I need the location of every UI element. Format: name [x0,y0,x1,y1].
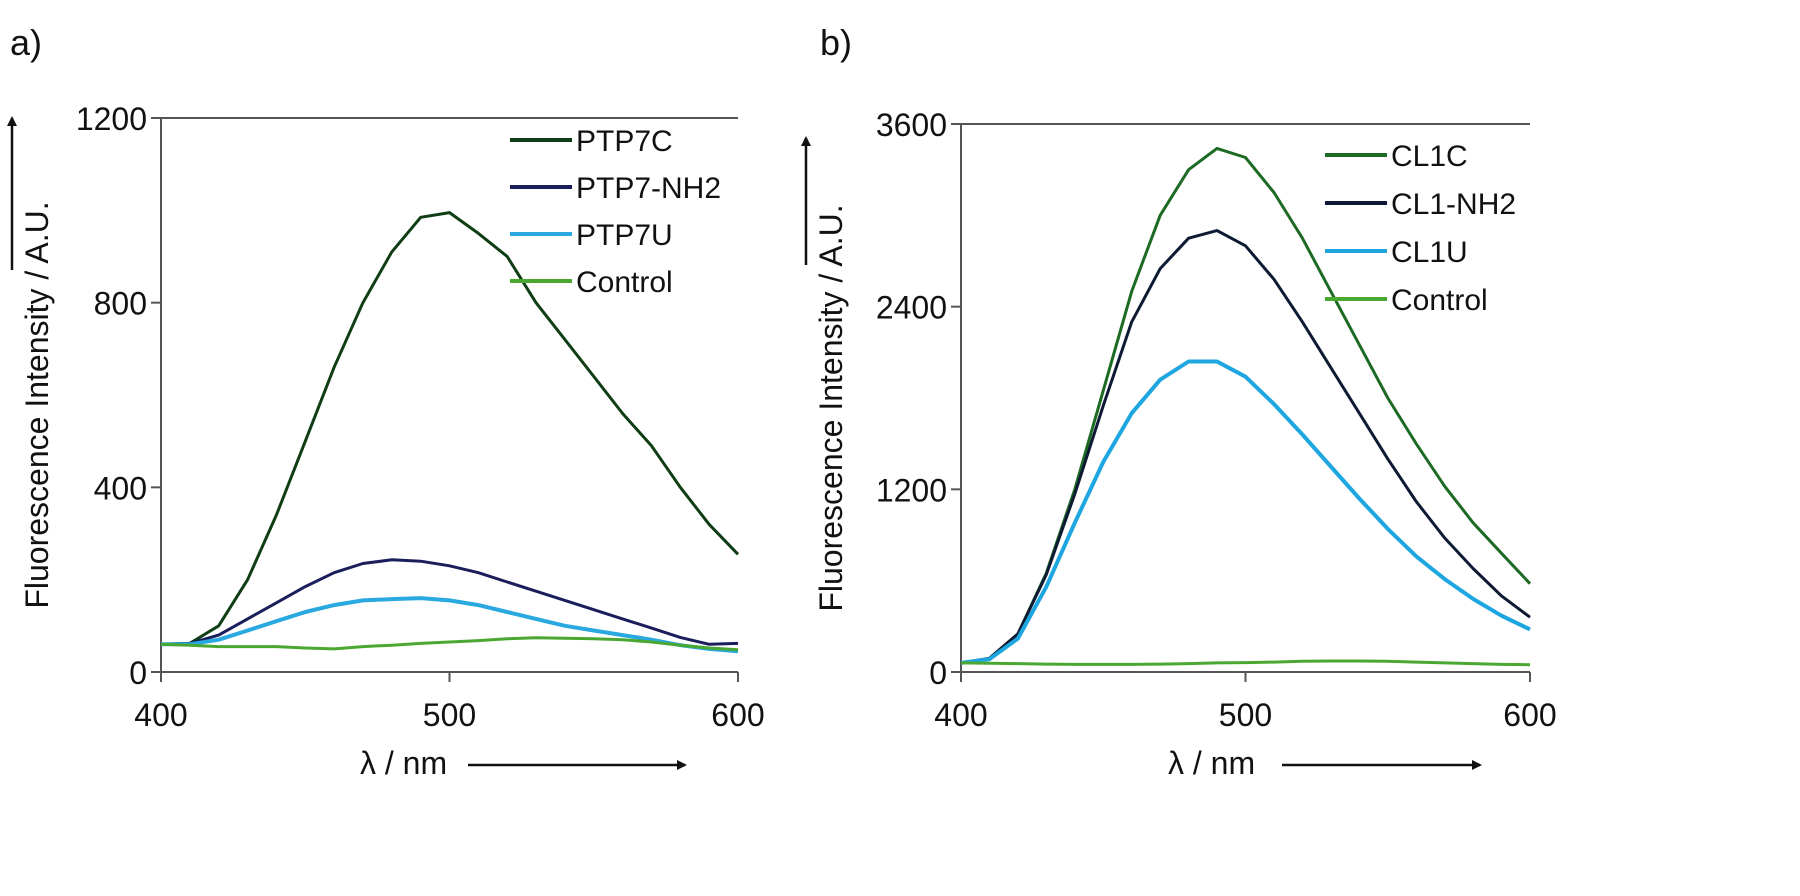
y-tick-label: 2400 [876,290,947,326]
legend-label: PTP7C [576,125,673,158]
legend-label: PTP7-NH2 [576,172,721,205]
y-tick-label: 0 [129,655,147,691]
y-tick-label: 3600 [876,107,947,143]
y-tick-label: 0 [929,655,947,691]
legend-label: Control [1391,284,1488,317]
y-axis-label: Fluorescence Intensity / A.U. [813,204,849,611]
x-axis-label: λ / nm [1168,745,1255,781]
x-tick-label: 400 [134,697,187,733]
y-axis-label: Fluorescence Intensity / A.U. [19,201,55,608]
x-axis-label: λ / nm [360,745,447,781]
legend-label: Control [576,266,673,299]
legend-label: PTP7U [576,219,673,252]
chart-panel-b: b) 0 1200 2400 3600 400 500 600 λ / nm Fluorescen… [801,22,1557,781]
y-tick-label: 1200 [76,101,147,137]
legend-label: CL1U [1391,236,1468,269]
legend-label: CL1-NH2 [1391,188,1516,221]
panel-label: b) [820,22,852,63]
y-tick-label: 1200 [876,472,947,508]
x-tick-label: 600 [1503,697,1556,733]
series-line-cl1u [960,359,1531,665]
x-tick-label: 500 [423,697,476,733]
y-tick-label: 800 [94,286,147,322]
chart-panel-a: a) 0 400 800 1200 400 500 600 λ / nm Fluorescence… [6,22,765,781]
x-tick-label: 600 [711,697,764,733]
legend-label: CL1C [1391,140,1468,173]
x-tick-label: 500 [1219,697,1272,733]
x-tick-label: 400 [934,697,987,733]
panel-label: a) [10,22,42,63]
y-tick-label: 400 [94,470,147,506]
